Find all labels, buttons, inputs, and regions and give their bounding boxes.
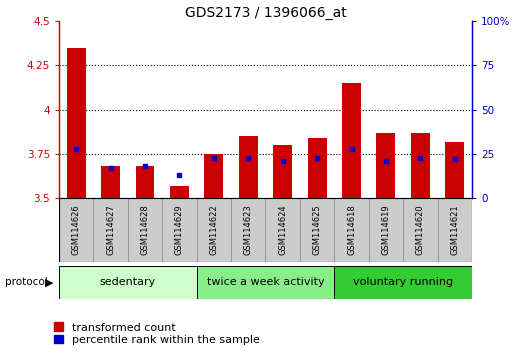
Legend: transformed count, percentile rank within the sample: transformed count, percentile rank withi… xyxy=(54,322,260,345)
Bar xyxy=(59,198,93,262)
Bar xyxy=(196,266,334,299)
Bar xyxy=(334,266,472,299)
Bar xyxy=(438,198,472,262)
Bar xyxy=(411,133,430,198)
Text: GSM114626: GSM114626 xyxy=(72,205,81,256)
Bar xyxy=(128,198,162,262)
Text: GSM114620: GSM114620 xyxy=(416,205,425,256)
Bar xyxy=(239,136,258,198)
Bar xyxy=(377,133,396,198)
Text: GSM114621: GSM114621 xyxy=(450,205,459,256)
Text: voluntary running: voluntary running xyxy=(353,277,453,287)
Text: twice a week activity: twice a week activity xyxy=(207,277,324,287)
Bar xyxy=(342,83,361,198)
Bar xyxy=(59,266,196,299)
Bar xyxy=(265,198,300,262)
Bar xyxy=(170,186,189,198)
Bar xyxy=(93,198,128,262)
Text: GSM114618: GSM114618 xyxy=(347,205,356,256)
Bar xyxy=(162,198,196,262)
Bar xyxy=(445,142,464,198)
Bar xyxy=(300,198,334,262)
Bar xyxy=(135,166,154,198)
Bar xyxy=(101,166,120,198)
Text: GSM114628: GSM114628 xyxy=(141,205,149,256)
Bar xyxy=(204,154,223,198)
Bar xyxy=(196,198,231,262)
Bar xyxy=(308,138,327,198)
Bar xyxy=(273,145,292,198)
Text: GSM114623: GSM114623 xyxy=(244,205,253,256)
Bar xyxy=(369,198,403,262)
Text: GSM114629: GSM114629 xyxy=(175,205,184,256)
Text: GSM114625: GSM114625 xyxy=(312,205,322,256)
Text: GSM114622: GSM114622 xyxy=(209,205,219,256)
Text: sedentary: sedentary xyxy=(100,277,156,287)
Text: GSM114624: GSM114624 xyxy=(278,205,287,256)
Text: GSM114627: GSM114627 xyxy=(106,205,115,256)
Title: GDS2173 / 1396066_at: GDS2173 / 1396066_at xyxy=(185,6,346,20)
Bar xyxy=(334,198,369,262)
Bar xyxy=(231,198,266,262)
Text: protocol: protocol xyxy=(5,277,48,287)
Text: GSM114619: GSM114619 xyxy=(382,205,390,256)
Bar xyxy=(67,48,86,198)
Bar xyxy=(403,198,438,262)
Text: ▶: ▶ xyxy=(45,277,53,287)
